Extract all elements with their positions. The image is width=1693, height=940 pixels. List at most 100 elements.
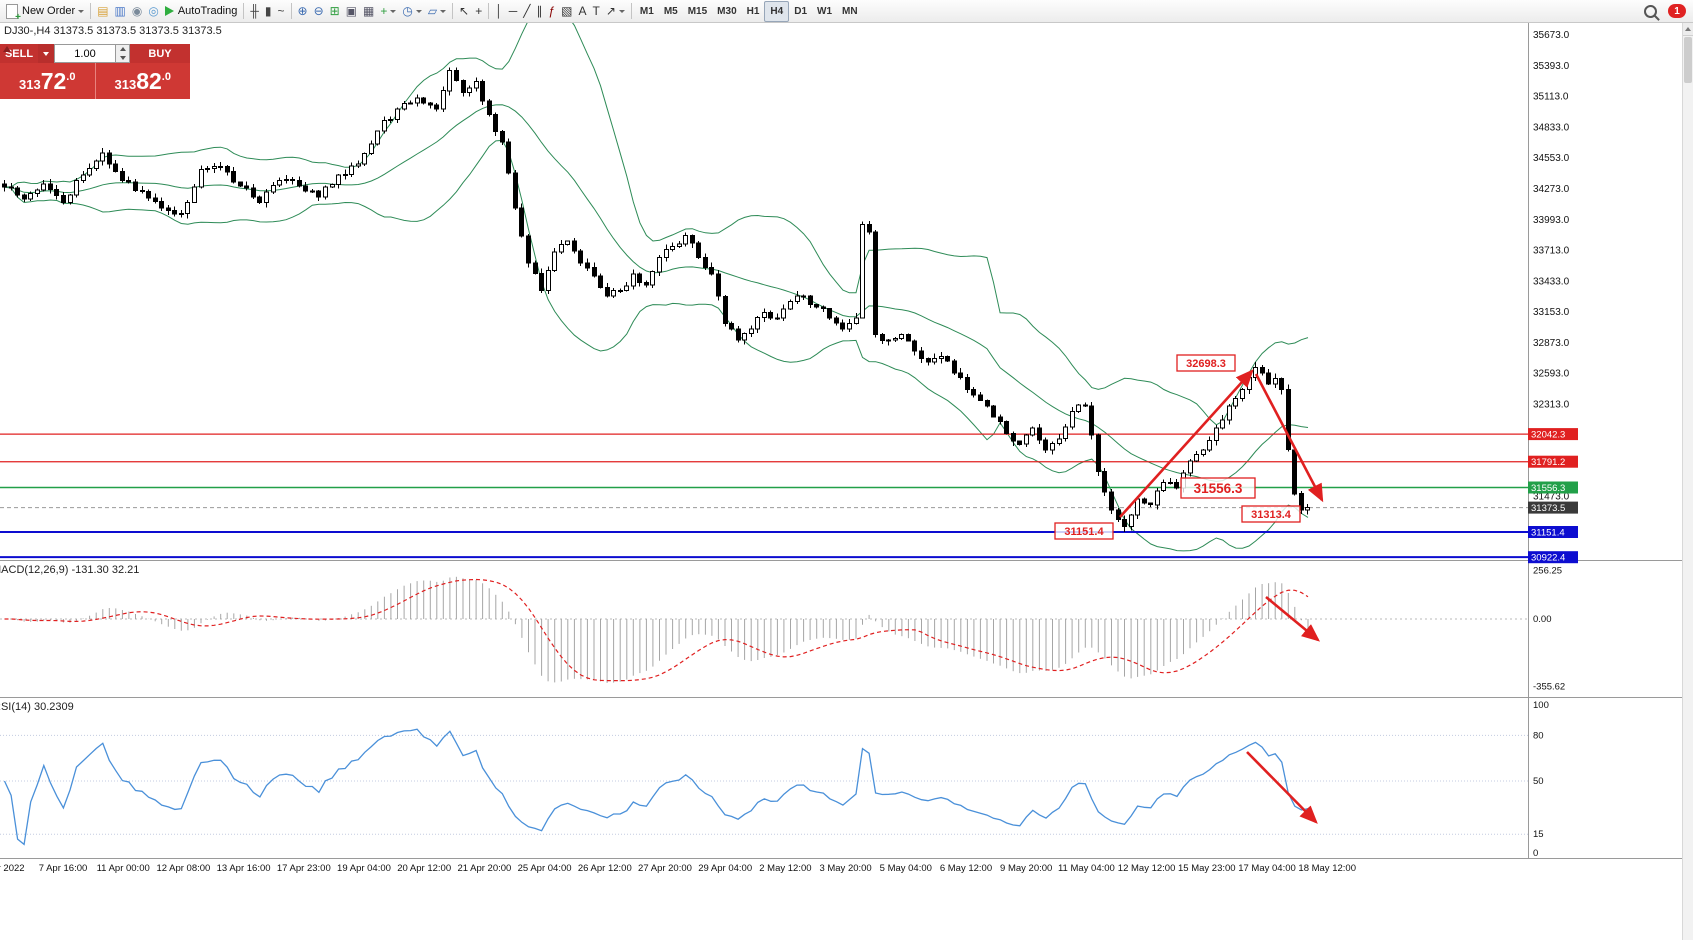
volume-input[interactable] <box>54 44 116 63</box>
line-chart-icon: ~ <box>277 4 285 18</box>
chart-annotations: 32698.3 31556.3 31313.4 31151.4 <box>1054 354 1324 824</box>
crosshair-button[interactable]: + <box>472 2 485 21</box>
arrows-button[interactable]: ↗ <box>603 2 628 21</box>
arrow-down-icon <box>119 55 126 60</box>
period-selector-icon: ◷ <box>402 4 413 18</box>
sell-price-button[interactable]: 313 72.0 <box>0 63 96 99</box>
price-annotation-box[interactable] <box>1054 522 1114 540</box>
buy-tab[interactable]: BUY <box>130 44 190 63</box>
svg-text:31313.4: 31313.4 <box>1251 509 1292 521</box>
timeframe-m1-button[interactable]: M1 <box>639 5 654 17</box>
text-button[interactable]: A <box>575 2 589 21</box>
new-chart-button[interactable]: + <box>377 2 399 21</box>
vertical-scrollbar[interactable] <box>1682 22 1693 940</box>
fibonacci-icon: ƒ <box>548 4 556 18</box>
arrange-windows-button[interactable]: ▦ <box>360 2 377 21</box>
trend-arrow[interactable] <box>1246 751 1318 824</box>
buy-price-decimal: .0 <box>161 70 171 83</box>
strategy-tester-button[interactable]: ◎ <box>145 2 161 21</box>
price-annotation-box[interactable] <box>1176 354 1236 372</box>
shapes-button[interactable]: ▧ <box>558 2 575 21</box>
trend-arrow[interactable] <box>1265 595 1321 642</box>
trend-arrow[interactable] <box>1119 369 1254 518</box>
svg-text:31556.3: 31556.3 <box>1194 481 1243 496</box>
arrow-up-icon <box>119 47 126 52</box>
volume-increase-button[interactable] <box>116 45 129 54</box>
crosshair-icon: + <box>475 4 483 18</box>
volume-decrease-button[interactable] <box>116 54 129 63</box>
timeframe-m30-button[interactable]: M30 <box>717 5 737 17</box>
timeframe-d1-button[interactable]: D1 <box>794 5 808 17</box>
svg-text:11 May 04:00: 11 May 04:00 <box>1058 863 1115 874</box>
templates-button[interactable]: ▱ <box>425 2 449 21</box>
caret-down-icon <box>415 9 422 13</box>
vertical-line-button[interactable]: │ <box>492 2 506 21</box>
rsi-panel[interactable]: 100 80 50 15 0 <box>0 700 1549 859</box>
scrollbar-thumb[interactable] <box>1684 37 1692 83</box>
svg-text:6 May 12:00: 6 May 12:00 <box>940 863 992 874</box>
timeframe-h1-button[interactable]: H1 <box>746 5 760 17</box>
timeframe-mn-button[interactable]: MN <box>842 5 858 17</box>
data-window-button[interactable]: ▥ <box>112 2 129 21</box>
svg-text:256.25: 256.25 <box>1533 565 1562 576</box>
cascade-windows-button[interactable]: ▣ <box>343 2 360 21</box>
svg-text:21 Apr 20:00: 21 Apr 20:00 <box>457 863 511 874</box>
equidistant-channel-button[interactable]: ∥ <box>533 2 545 21</box>
zoom-in-button[interactable]: ⊕ <box>295 2 311 21</box>
new-order-button-label: New Order <box>22 5 76 17</box>
notification-badge[interactable]: 1 <box>1668 4 1686 18</box>
market-watch-button[interactable]: ▤ <box>94 2 111 21</box>
data-window-icon: ▥ <box>114 4 126 18</box>
svg-text:33433.0: 33433.0 <box>1533 276 1570 287</box>
svg-text:12 May 12:00: 12 May 12:00 <box>1118 863 1176 874</box>
horizontal-line-button[interactable]: ─ <box>506 2 521 21</box>
svg-text:35113.0: 35113.0 <box>1533 92 1569 103</box>
svg-text:32313.0: 32313.0 <box>1533 399 1570 410</box>
timeframe-w1-button[interactable]: W1 <box>817 5 833 17</box>
zoom-in-icon: ⊕ <box>297 4 308 18</box>
svg-text:27 Apr 20:00: 27 Apr 20:00 <box>638 863 692 874</box>
svg-text:18 May 12:00: 18 May 12:00 <box>1298 863 1356 874</box>
bar-chart-button[interactable]: ╫ <box>247 2 262 21</box>
sell-price-big-digits: 72 <box>40 67 67 94</box>
cascade-windows-icon: ▣ <box>345 4 358 18</box>
scroll-up-button[interactable] <box>1683 22 1693 36</box>
price-annotation-box[interactable] <box>1180 477 1256 499</box>
navigator-button[interactable]: ◉ <box>129 2 145 21</box>
trend-arrow[interactable] <box>1254 373 1324 503</box>
bar-chart-icon: ╫ <box>250 4 259 18</box>
fibonacci-button[interactable]: ƒ <box>545 2 558 21</box>
tile-windows-icon: ⊞ <box>329 4 340 18</box>
trendline-button[interactable]: ╱ <box>520 2 533 21</box>
svg-text:32042.3: 32042.3 <box>1531 430 1565 441</box>
candlestick-chart-button[interactable]: ▮ <box>262 2 275 21</box>
time-axis[interactable]: Apr 2022 7 Apr 16:00 11 Apr 00:00 12 Apr 08… <box>0 863 1356 874</box>
period-selector-button[interactable]: ◷ <box>399 2 424 21</box>
text-label-button[interactable]: T <box>590 2 603 21</box>
svg-text:34553.0: 34553.0 <box>1533 153 1570 164</box>
macd-panel[interactable]: 256.25 0.00 -355.62 <box>0 565 1565 693</box>
timeframe-h4-button[interactable]: H4 <box>764 0 790 22</box>
cursor-icon: ↖ <box>459 4 470 18</box>
timeframe-m15-button[interactable]: M15 <box>687 5 708 17</box>
search-button[interactable] <box>1637 2 1664 21</box>
new-order-button[interactable]: New Order <box>3 2 87 23</box>
timeframe-m5-button[interactable]: M5 <box>663 5 678 17</box>
price-annotation-box[interactable] <box>1241 505 1301 523</box>
svg-text:-355.62: -355.62 <box>1533 682 1565 693</box>
line-chart-button[interactable]: ~ <box>275 2 288 21</box>
buy-price-button[interactable]: 313 82.0 <box>95 63 190 99</box>
svg-text:17 May 04:00: 17 May 04:00 <box>1238 863 1296 874</box>
trade-panel-collapse-button[interactable] <box>3 46 11 52</box>
autotrading-button[interactable]: AutoTrading <box>162 2 241 21</box>
zoom-out-button[interactable]: ⊖ <box>311 2 327 21</box>
buy-price-prefix: 313 <box>114 76 137 92</box>
equidistant-channel-icon: ∥ <box>536 4 543 18</box>
volume-dropdown-button[interactable] <box>38 44 54 63</box>
cursor-button[interactable]: ↖ <box>456 2 472 21</box>
price-axis[interactable]: 35673.0 35393.0 35113.0 34833.0 34553.0 34273… <box>1533 30 1570 503</box>
svg-text:33153.0: 33153.0 <box>1533 307 1570 318</box>
tile-windows-button[interactable]: ⊞ <box>327 2 343 21</box>
